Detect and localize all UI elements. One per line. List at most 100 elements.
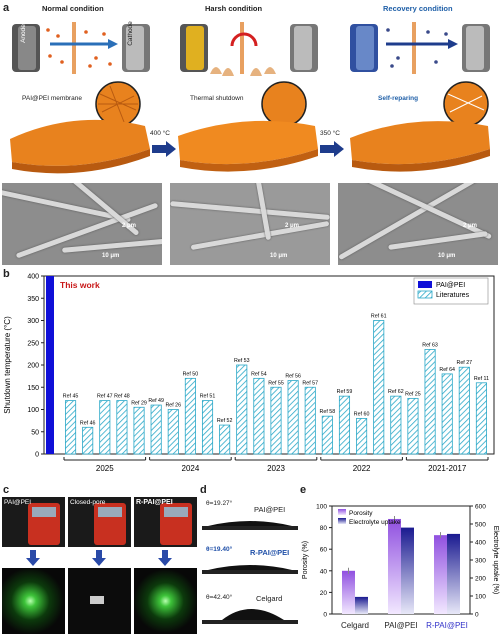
bar-ref-label: Ref 11 — [474, 376, 489, 382]
legend-label-uptake: Electrolyte uptake — [349, 519, 401, 526]
bar-ref-label: Ref 27 — [457, 360, 473, 366]
y2-tick-label: 100 — [475, 594, 486, 601]
angle-celgard: θ=42.40° — [206, 594, 233, 601]
name-celgard: Celgard — [256, 594, 283, 603]
y-tick-label: 200 — [27, 363, 39, 370]
tag-pai-pei: PAI@PEI — [4, 499, 32, 506]
y-axis-label: Porosity (%) — [302, 541, 309, 579]
y-tick-label: 50 — [31, 429, 39, 436]
y-tick-label: 20 — [320, 590, 328, 597]
bar-ref-label: Ref 49 — [148, 398, 164, 404]
bar-literature — [65, 400, 77, 455]
angle-r-pai-pei: θ=19.40° — [206, 546, 233, 553]
bar-ref-label: Ref 56 — [285, 374, 301, 380]
bar-literature — [475, 382, 487, 455]
bar-literature — [253, 377, 265, 455]
y-tick-label: 100 — [316, 504, 327, 511]
tag-closed-pore: Closed-pore — [70, 499, 106, 506]
bar-ref-label: Ref 26 — [165, 403, 181, 409]
photo-multimeter-3 — [134, 497, 197, 547]
bar-literature — [338, 395, 351, 455]
bar-ref-label: Ref 25 — [405, 391, 421, 397]
y2-axis-label: Electrolyte uptake (%) — [492, 526, 499, 594]
photo-led-on-2 — [134, 568, 197, 634]
y-tick-label: 400 — [27, 274, 39, 281]
y-tick-label: 300 — [27, 318, 39, 325]
bar-porosity — [388, 518, 401, 614]
bar-ref-label: Ref 54 — [251, 371, 267, 377]
annotation-this-work: This work — [60, 280, 100, 290]
anode-label-1: Anode — [19, 24, 27, 43]
sem-image-harsh: 2 μm 10 μm — [170, 183, 330, 265]
bar-ref-label: Ref 47 — [97, 394, 113, 400]
bar-ref-label: Ref 51 — [200, 394, 216, 400]
photo-multimeter-1 — [2, 497, 65, 547]
y-tick-label: 350 — [27, 296, 39, 303]
bar-electrolyte-uptake — [447, 533, 460, 614]
y-tick-label: 250 — [27, 340, 39, 347]
bar-ref-label: Ref 58 — [320, 409, 336, 415]
y-tick-label: 80 — [320, 525, 328, 532]
bar-ref-label: Ref 52 — [217, 418, 233, 424]
bar-ref-label: Ref 29 — [131, 400, 147, 406]
bar-porosity — [342, 570, 355, 614]
group-year-label: 2021-2017 — [428, 464, 467, 473]
bar-literature — [458, 366, 470, 455]
bar-literature — [321, 415, 333, 455]
bar-literature — [116, 400, 128, 455]
membrane-recovery — [350, 121, 490, 172]
y-tick-label: 150 — [27, 385, 39, 392]
bar-literature — [82, 426, 94, 455]
legend-swatch-uptake — [338, 518, 346, 524]
bar-literature — [219, 424, 231, 455]
sem-scale-small-2: 2 μm — [285, 223, 300, 229]
legend-swatch-pai-pei — [418, 281, 432, 288]
bar-ref-label: Ref 55 — [268, 380, 284, 386]
bar-ref-label: Ref 53 — [234, 358, 250, 364]
cathode-label-1: Cathode — [126, 21, 134, 46]
battery-normal — [12, 22, 150, 127]
bar-this-work — [46, 276, 54, 454]
caption-membrane: PAI@PEI membrane — [22, 95, 82, 102]
bar-literature — [167, 409, 179, 455]
arrow-400 — [152, 141, 176, 157]
condition-harsh: Harsh condition — [205, 4, 263, 13]
y2-tick-label: 400 — [475, 540, 486, 547]
bar-ref-label: Ref 46 — [80, 420, 96, 426]
legend-label-porosity: Porosity — [349, 510, 373, 517]
sem-image-normal: 2 μm 10 μm — [2, 183, 162, 265]
legend-swatch-literatures — [417, 290, 433, 299]
sem-image-recovery: 2 μm 10 μm — [338, 183, 498, 265]
bar-ref-label: Ref 62 — [388, 389, 404, 395]
bar-literature — [373, 320, 385, 455]
name-r-pai-pei: R-PAI@PEI — [250, 548, 290, 557]
y2-tick-label: 500 — [475, 522, 486, 529]
battery-illustrations — [10, 22, 490, 174]
bar-literature — [424, 349, 436, 455]
sem-scale-large-2: 10 μm — [270, 253, 288, 259]
bar-ref-label: Ref 57 — [302, 380, 318, 386]
sem-scale-small-3: 2 μm — [463, 223, 478, 229]
category-label: Celgard — [341, 621, 369, 630]
bar-literature — [133, 406, 145, 455]
y-tick-label: 60 — [320, 547, 328, 554]
legend-label-literatures: Literatures — [436, 292, 470, 299]
bar-ref-label: Ref 50 — [183, 371, 199, 377]
bar-literature — [356, 417, 368, 455]
y2-tick-label: 0 — [475, 612, 479, 619]
y-tick-label: 0 — [35, 452, 39, 459]
panel-d-label: d — [200, 484, 207, 496]
membrane-normal — [10, 119, 150, 174]
sem-scale-large-1: 10 μm — [102, 253, 120, 259]
bar-literature — [441, 373, 453, 455]
panel-a-label: a — [3, 2, 10, 14]
battery-recovery — [350, 22, 490, 127]
panel-e-label: e — [300, 484, 307, 496]
bar-porosity — [434, 535, 447, 614]
bar-ref-label: Ref 64 — [439, 367, 455, 373]
caption-thermal-shutdown: Thermal shutdown — [190, 95, 244, 102]
arrow-350 — [320, 141, 344, 157]
bar-electrolyte-uptake — [355, 596, 368, 614]
legend-swatch-porosity — [338, 509, 346, 515]
group-year-label: 2022 — [353, 464, 371, 473]
